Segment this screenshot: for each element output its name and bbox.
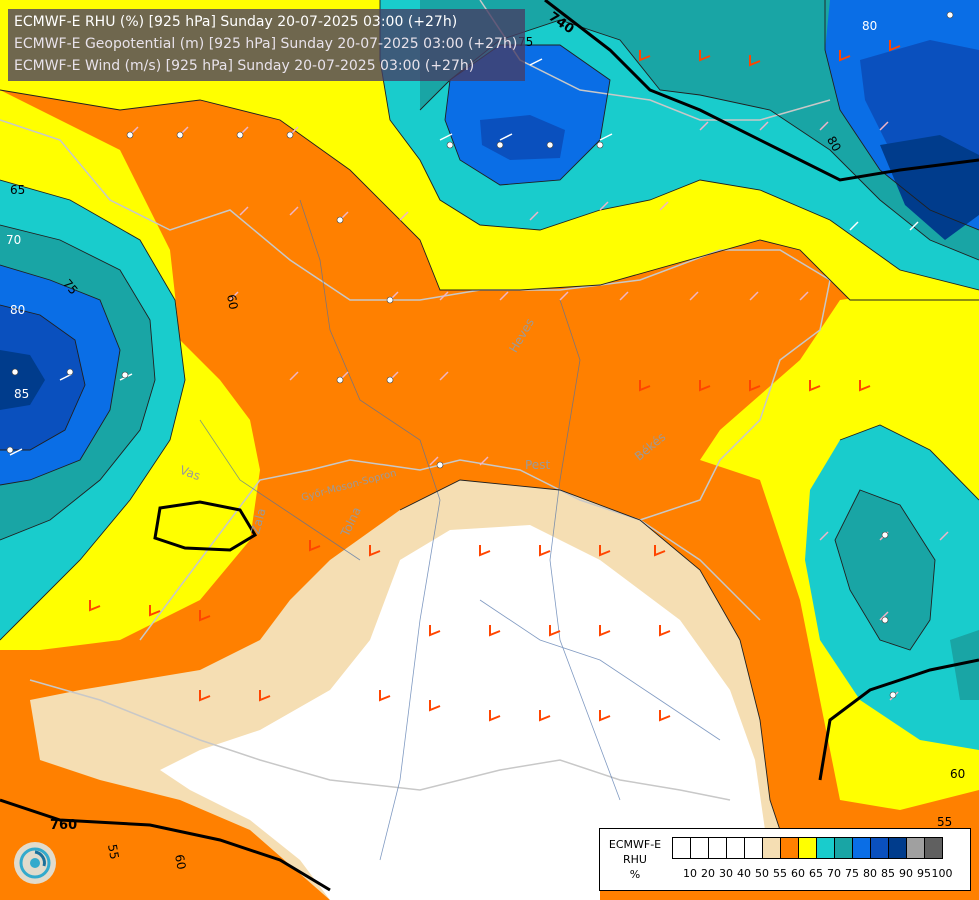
rhu-label-60-se: 60 (950, 767, 965, 781)
wind-barbs-orange (89, 40, 901, 722)
legend-tick-label: 75 (845, 867, 859, 880)
legend-color-box (853, 837, 871, 859)
rhu-contours (0, 0, 979, 831)
legend-color-box (925, 837, 943, 859)
wind-station-dots (6, 11, 954, 699)
rhu-label-60-w: 60 (224, 293, 240, 310)
legend-tick-label: 100 (931, 867, 953, 880)
rhu-label-80-w: 80 (10, 303, 25, 317)
legend-color-box (673, 837, 691, 859)
legend-tick-label: 30 (719, 867, 733, 880)
rhu-label-55-se: 55 (937, 815, 952, 829)
header-line-wind: ECMWF-E Wind (m/s) [925 hPa] Sunday 20-0… (14, 58, 475, 74)
legend-tick-label: 70 (827, 867, 841, 880)
legend-ticks: 10 20 30 40 50 55 60 65 70 75 80 85 90 95 100 (672, 867, 972, 881)
rhu-90-fill-west (0, 350, 45, 410)
legend-color-box (799, 837, 817, 859)
legend-tick-label: 80 (863, 867, 877, 880)
header-line-rhu: ECMWF-E RHU (%) [925 hPa] Sunday 20-07-2… (14, 14, 458, 30)
legend-title-unit: % (629, 868, 641, 881)
legend-tick-label: 60 (791, 867, 805, 880)
rhu-label-80-ne2: 80 (824, 134, 844, 154)
rhu-label-80-ne: 80 (862, 19, 877, 33)
rhu-label-70: 70 (6, 233, 21, 247)
legend-tick-label: 50 (755, 867, 769, 880)
legend-color-box (835, 837, 853, 859)
legend-color-box (871, 837, 889, 859)
legend-color-box (889, 837, 907, 859)
legend-tick-label: 40 (737, 867, 751, 880)
legend-title-variable: RHU (623, 853, 647, 866)
rhu-50-fill-south (160, 525, 765, 900)
rhu-legend: ECMWF-E RHU % 10 20 30 40 50 55 60 65 70 75 80 85 90… (599, 828, 971, 891)
legend-color-box (907, 837, 925, 859)
legend-color-box (763, 837, 781, 859)
legend-color-box (691, 837, 709, 859)
rhu-label-55-s: 55 (105, 843, 121, 860)
geo-label-760: 760 (50, 818, 77, 833)
rhu-85-fill-north (480, 115, 565, 160)
rhu-75-fill-east (835, 490, 935, 650)
county-label-pest: Pest (525, 458, 550, 472)
legend-title: ECMWF-E RHU % (606, 837, 664, 882)
rhu-label-65: 65 (10, 183, 25, 197)
legend-color-box (709, 837, 727, 859)
header-line-geopotential: ECMWF-E Geopotential (m) [925 hPa] Sunda… (14, 36, 518, 52)
legend-tick-label: 90 (899, 867, 913, 880)
rhu-90-fill-ne (880, 135, 979, 240)
rhu-label-85-w: 85 (14, 387, 29, 401)
county-label-vas: Vas (178, 463, 202, 483)
legend-tick-label: 55 (773, 867, 787, 880)
logo-icon (14, 842, 56, 884)
legend-color-box (817, 837, 835, 859)
map-header: ECMWF-E RHU (%) [925 hPa] Sunday 20-07-2… (8, 9, 526, 81)
legend-color-box (727, 837, 745, 859)
legend-color-box (781, 837, 799, 859)
legend-tick-label: 10 (683, 867, 697, 880)
county-label-zala: Zala (248, 507, 268, 536)
legend-tick-label: 20 (701, 867, 715, 880)
legend-color-box (745, 837, 763, 859)
rivers (199, 199, 721, 861)
rhu-75-fill-se (950, 630, 979, 700)
legend-tick-label: 95 (917, 867, 931, 880)
legend-color-boxes (672, 837, 943, 859)
rhu-label-60-s: 60 (172, 853, 188, 870)
legend-tick-label: 65 (809, 867, 823, 880)
legend-title-model: ECMWF-E (608, 838, 662, 851)
legend-tick-label: 85 (881, 867, 895, 880)
